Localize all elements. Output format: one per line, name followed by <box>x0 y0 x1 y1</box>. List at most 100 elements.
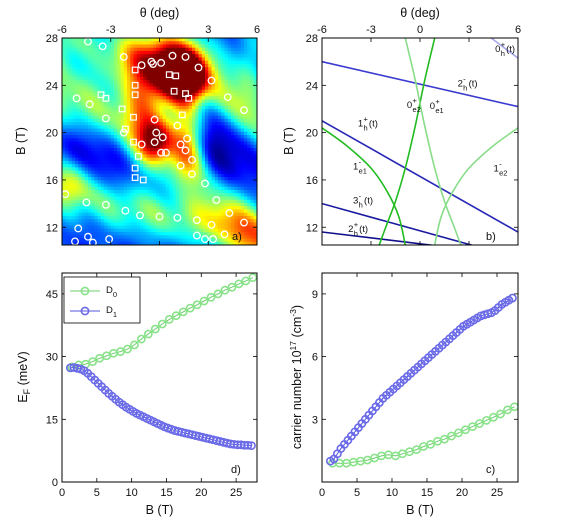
band-label: 3-h(t) <box>353 192 373 210</box>
x-tick-label: 25 <box>230 487 242 499</box>
x-tick-label: 6 <box>254 24 260 36</box>
x-tick-label: 10 <box>386 487 398 499</box>
band-line <box>322 120 518 233</box>
circle-marker <box>150 138 159 147</box>
circle-marker <box>150 115 159 124</box>
circle-marker <box>176 140 185 149</box>
panel-a: -6 -3 0 3 6 12 16 20 24 28 θ (deg) B (T) a) <box>14 6 260 246</box>
circle-marker <box>212 196 221 205</box>
circle-marker <box>155 212 164 221</box>
square-marker <box>130 113 137 121</box>
circle-marker <box>188 155 196 164</box>
circle-marker <box>105 235 114 244</box>
data-point <box>248 273 257 282</box>
series-line <box>71 277 254 368</box>
band-label: 1-e1 <box>353 157 367 175</box>
data-point <box>440 434 449 444</box>
y-axis-label: B (T) <box>14 127 28 155</box>
data-point <box>157 319 167 329</box>
band-line <box>489 38 518 59</box>
square-marker <box>131 164 139 172</box>
series-layer <box>325 293 518 468</box>
data-point <box>475 419 484 428</box>
data-point <box>426 439 435 449</box>
square-marker <box>165 71 173 79</box>
circle-marker <box>194 63 203 72</box>
x-tick-label: 6 <box>515 24 521 36</box>
circle-marker <box>152 128 161 137</box>
panel-label: b) <box>486 231 496 243</box>
x-tick-label: -6 <box>57 24 67 36</box>
circle-marker <box>168 51 177 60</box>
band-label: 2-h(t) <box>458 74 478 92</box>
data-point <box>206 292 216 302</box>
band-label: 0+ h(t) <box>495 40 515 58</box>
data-point <box>143 329 153 339</box>
y-tick-label: 30 <box>46 352 58 364</box>
data-point <box>508 293 517 303</box>
y-axis-label: carrier number 1017 (cm-3) <box>288 305 304 449</box>
panel-c: 0 5 10 15 20 25 3 6 9 B (T) carrier number 1017 … <box>288 272 519 517</box>
circle-marker <box>223 93 232 102</box>
circle-marker <box>119 52 128 61</box>
x-tick-label: 3 <box>466 24 472 36</box>
y-tick-label: 12 <box>46 222 58 234</box>
band-line <box>378 38 436 245</box>
annotation-layer: 0+ h(t) 2-h(t) 0+ e2 0+ e1 1+ h(t) 1-e1 1-e2 3-h(t)… <box>348 40 515 238</box>
square-marker <box>139 176 147 184</box>
circle-marker <box>137 140 146 149</box>
band-label: 1-e2 <box>494 160 508 178</box>
y-tick-label: 28 <box>306 33 318 45</box>
data-point <box>220 285 230 295</box>
data-point <box>199 296 209 306</box>
circle-marker <box>101 114 110 123</box>
band-line <box>322 60 518 108</box>
band-label: 0+ e2 <box>407 96 421 114</box>
data-point <box>489 412 498 422</box>
y-tick-label: 20 <box>306 128 318 140</box>
panel-label: c) <box>486 464 495 476</box>
band-line <box>322 202 475 245</box>
data-point <box>454 428 463 438</box>
x-axis-label: θ (deg) <box>140 6 180 20</box>
plot-frame <box>321 272 519 483</box>
circle-marker <box>225 209 234 218</box>
circle-marker <box>72 94 81 103</box>
circle-marker <box>240 218 248 227</box>
circle-marker <box>136 211 144 220</box>
band-label: 1+ h(t) <box>358 115 378 133</box>
band-line <box>433 127 518 245</box>
data-point <box>468 422 477 432</box>
circle-marker <box>88 238 97 245</box>
square-marker <box>97 91 105 99</box>
data-point <box>185 303 195 313</box>
square-marker <box>170 87 178 95</box>
circle-marker <box>98 42 107 51</box>
data-point <box>447 431 456 441</box>
panel-b: 0+ h(t) 2-h(t) 0+ e2 0+ e1 1+ h(t) 1-e1 1-e2 3-h(t)… <box>282 6 521 246</box>
data-point <box>461 425 470 435</box>
series-line <box>332 406 515 464</box>
axis-ticks: 0 5 10 15 20 25 3 6 9 <box>312 273 518 499</box>
data-point <box>213 289 223 299</box>
circle-marker <box>84 232 92 241</box>
axis-ticks: -6 -3 0 3 6 12 16 20 24 28 <box>46 24 260 245</box>
x-tick-label: 10 <box>126 487 138 499</box>
panel-label: d) <box>231 464 241 476</box>
data-point <box>171 311 181 321</box>
circle-marker <box>183 134 192 143</box>
x-tick-label: 5 <box>94 487 100 499</box>
data-point <box>412 445 421 455</box>
series-line <box>330 297 513 462</box>
circle-marker <box>162 148 170 157</box>
x-tick-label: 0 <box>417 24 423 36</box>
circle-marker <box>149 60 157 68</box>
square-marker <box>172 72 180 80</box>
circle-marker <box>201 235 209 244</box>
band-line <box>404 38 462 245</box>
x-tick-label: 15 <box>160 487 172 499</box>
y-axis-label: EF (meV) <box>16 351 32 402</box>
marker-layer <box>62 38 248 245</box>
circle-marker <box>82 198 91 207</box>
